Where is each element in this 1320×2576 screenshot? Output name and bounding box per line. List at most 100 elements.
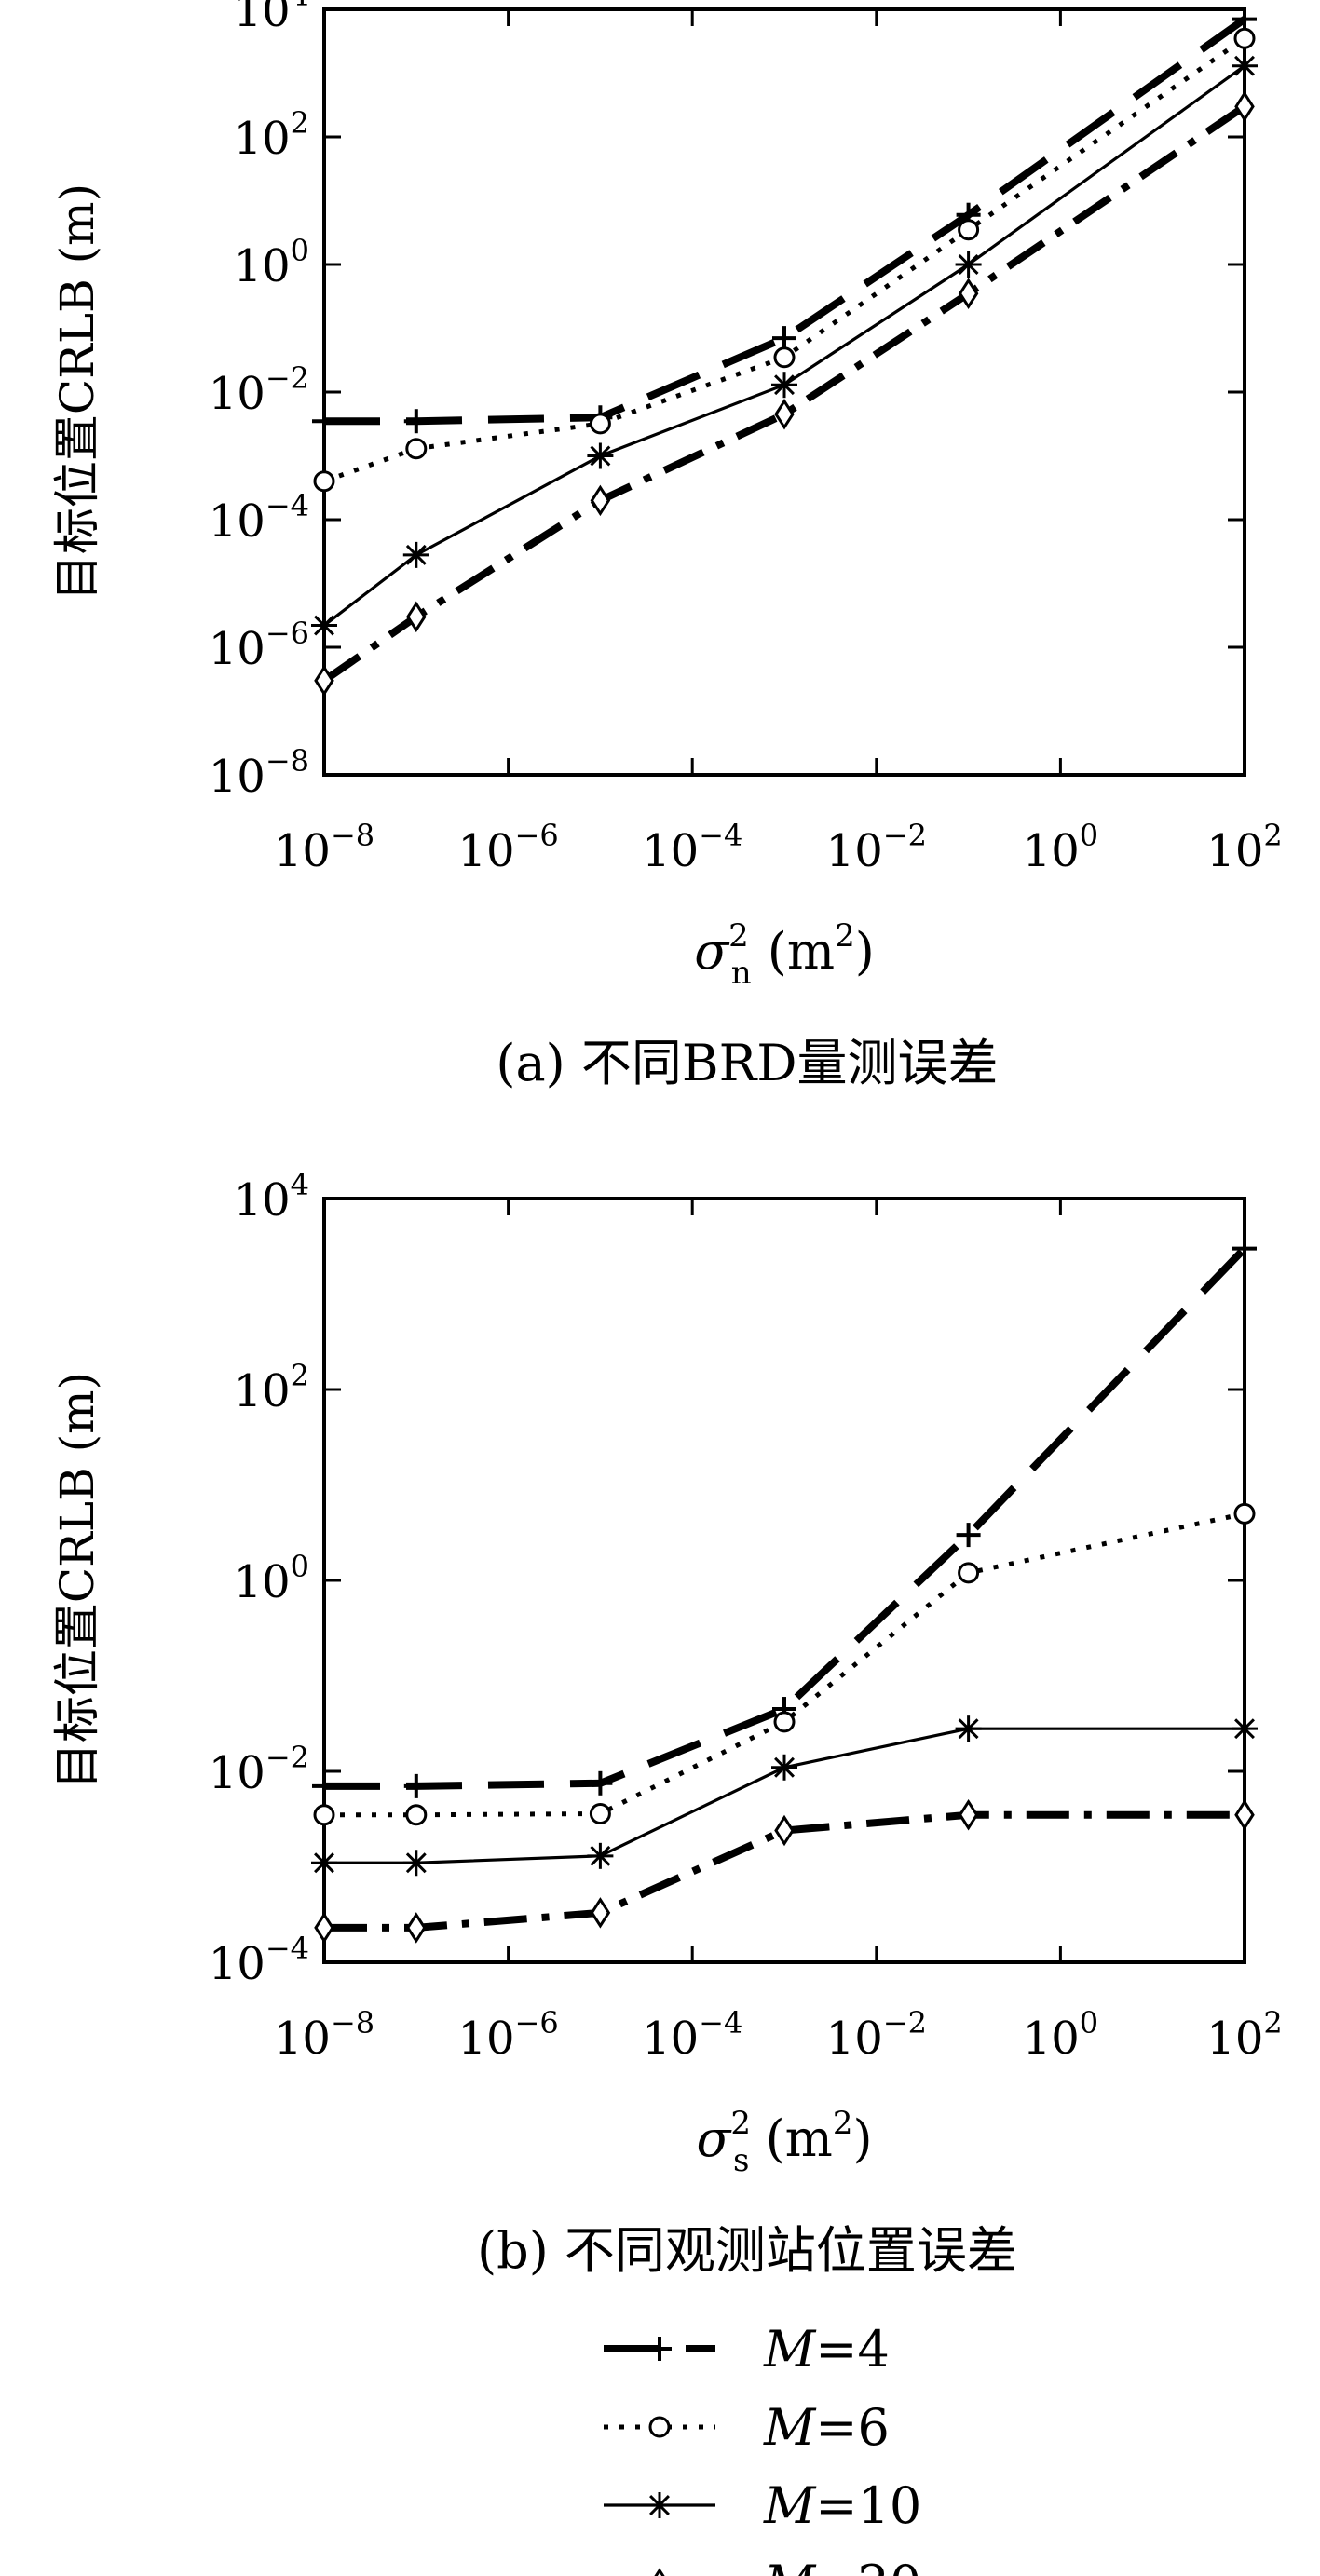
data-point bbox=[774, 1814, 795, 1847]
data-point bbox=[1232, 1715, 1258, 1742]
y-tick-label: 102 bbox=[234, 1358, 309, 1417]
y-axis-title: 目标位置CRLB (m) bbox=[50, 1372, 104, 1789]
legend-item: M=4 bbox=[604, 2320, 890, 2379]
data-point bbox=[1234, 90, 1255, 123]
x-tick-label: 102 bbox=[1206, 818, 1282, 877]
legend-label: M=4 bbox=[763, 2320, 890, 2379]
data-point bbox=[958, 1562, 980, 1584]
legend-marker bbox=[647, 2337, 672, 2361]
data-point bbox=[1232, 1236, 1257, 1261]
legend-item: M=6 bbox=[604, 2398, 890, 2457]
data-point bbox=[590, 1897, 611, 1929]
data-point bbox=[956, 1523, 981, 1548]
data-point bbox=[312, 1773, 336, 1798]
series-line bbox=[321, 103, 1247, 685]
legend-item: M=20 bbox=[654, 2555, 921, 2576]
data-point bbox=[314, 1912, 334, 1944]
data-point bbox=[773, 1711, 796, 1733]
y-tick-label: 10−4 bbox=[209, 488, 309, 548]
data-point bbox=[311, 1850, 337, 1877]
data-point bbox=[1232, 52, 1258, 79]
data-point bbox=[1233, 1502, 1256, 1525]
legend-marker bbox=[654, 2568, 665, 2576]
data-point bbox=[402, 1850, 429, 1877]
series-m4 bbox=[312, 1236, 1257, 1798]
data-point bbox=[589, 1802, 611, 1824]
legend: M=4 M=6 M=10 M=20 bbox=[604, 2320, 921, 2576]
x-tick-label: 10−2 bbox=[826, 818, 927, 877]
panel-a: 10−8 10−6 10−4 10−2 100 102 10−8 10−6 10−4 10−2 10… bbox=[50, 0, 1283, 1092]
series-m10 bbox=[311, 52, 1258, 639]
data-point bbox=[958, 1798, 979, 1831]
y-tick-label: 10−8 bbox=[209, 743, 309, 803]
x-tick-label: 100 bbox=[1023, 2005, 1098, 2065]
x-tick-label: 10−4 bbox=[642, 2005, 742, 2065]
series-line bbox=[324, 1727, 1245, 1864]
data-point bbox=[1232, 7, 1257, 32]
legend-item: M=10 bbox=[604, 2476, 921, 2535]
series-m6 bbox=[313, 1502, 1256, 1826]
y-tick-label: 104 bbox=[234, 0, 309, 37]
data-point bbox=[587, 1842, 614, 1869]
data-point bbox=[313, 470, 335, 493]
series-m4 bbox=[312, 7, 1257, 434]
data-point bbox=[312, 409, 336, 434]
plot-frame bbox=[322, 1197, 1246, 1964]
x-tick-label: 10−6 bbox=[457, 818, 558, 877]
data-point bbox=[1233, 27, 1256, 49]
legend-label: M=6 bbox=[763, 2398, 890, 2457]
y-tick-label: 10−2 bbox=[209, 1740, 309, 1799]
data-point bbox=[587, 442, 614, 469]
y-tick-label: 104 bbox=[234, 1167, 309, 1227]
data-point bbox=[774, 398, 795, 430]
legend-marker bbox=[648, 2416, 671, 2438]
series-line bbox=[323, 36, 1246, 484]
data-point bbox=[772, 326, 796, 351]
data-point bbox=[771, 1754, 797, 1781]
data-point bbox=[402, 541, 429, 568]
data-point bbox=[311, 612, 337, 639]
data-point bbox=[405, 438, 428, 460]
series-line bbox=[323, 64, 1245, 627]
x-axis-title: σ2 n (m2) bbox=[694, 917, 875, 992]
data-point bbox=[773, 346, 796, 369]
x-tick-label: 10−8 bbox=[274, 818, 374, 877]
x-tick-label: 10−6 bbox=[457, 2005, 558, 2065]
data-point bbox=[406, 601, 427, 633]
data-point bbox=[589, 413, 611, 435]
series-m10 bbox=[311, 1715, 1258, 1877]
y-tick-label: 100 bbox=[234, 1549, 309, 1608]
series-m6 bbox=[313, 27, 1256, 493]
x-tick-label: 10−4 bbox=[642, 818, 742, 877]
panel-caption: (a) 不同BRD量测误差 bbox=[496, 1034, 998, 1092]
series-line bbox=[324, 16, 1247, 426]
series-m20 bbox=[314, 1798, 1255, 1944]
x-tick-label: 102 bbox=[1206, 2005, 1282, 2065]
data-point bbox=[955, 1715, 982, 1742]
x-axis-title: σ2 s (m2) bbox=[696, 2105, 872, 2179]
series-m20 bbox=[314, 90, 1255, 697]
data-point bbox=[403, 409, 429, 434]
data-point bbox=[955, 251, 982, 278]
y-tick-label: 10−4 bbox=[209, 1931, 309, 1990]
y-tick-label: 10−2 bbox=[209, 360, 309, 420]
data-point bbox=[405, 1804, 428, 1826]
panel-b: 10−8 10−6 10−4 10−2 100 102 10−4 10−2 100 102 104 目… bbox=[50, 1167, 1283, 2280]
legend-label: M=10 bbox=[763, 2476, 921, 2535]
data-point bbox=[958, 219, 980, 241]
data-point bbox=[958, 278, 979, 310]
data-point bbox=[406, 1912, 427, 1944]
legend-marker bbox=[646, 2492, 673, 2518]
x-tick-label: 100 bbox=[1023, 818, 1098, 877]
data-point bbox=[313, 1804, 335, 1826]
data-point bbox=[403, 1773, 429, 1798]
x-tick-label: 10−2 bbox=[826, 2005, 927, 2065]
y-tick-label: 102 bbox=[234, 105, 309, 165]
y-tick-label: 10−6 bbox=[209, 616, 309, 675]
data-point bbox=[771, 372, 797, 399]
data-point bbox=[590, 484, 611, 517]
series-line bbox=[324, 1245, 1247, 1790]
y-axis-title: 目标位置CRLB (m) bbox=[50, 183, 104, 601]
data-point bbox=[588, 1770, 613, 1796]
